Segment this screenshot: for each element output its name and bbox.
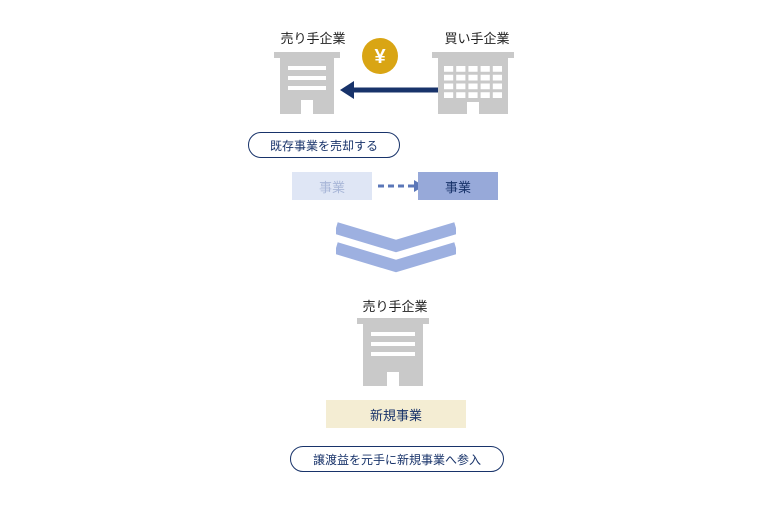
new-business-box: 新規事業: [326, 400, 466, 428]
bottom-building-svg: [0, 0, 760, 521]
caption-enter-new-business: 譲渡益を元手に新規事業へ参入: [290, 446, 504, 472]
diagram-stage: 売り手企業 買い手企業 ¥ 既存事業を売却する 事業 事業 売り手企業 新規事業…: [0, 0, 760, 521]
seller-building-icon-bottom: [357, 318, 429, 386]
